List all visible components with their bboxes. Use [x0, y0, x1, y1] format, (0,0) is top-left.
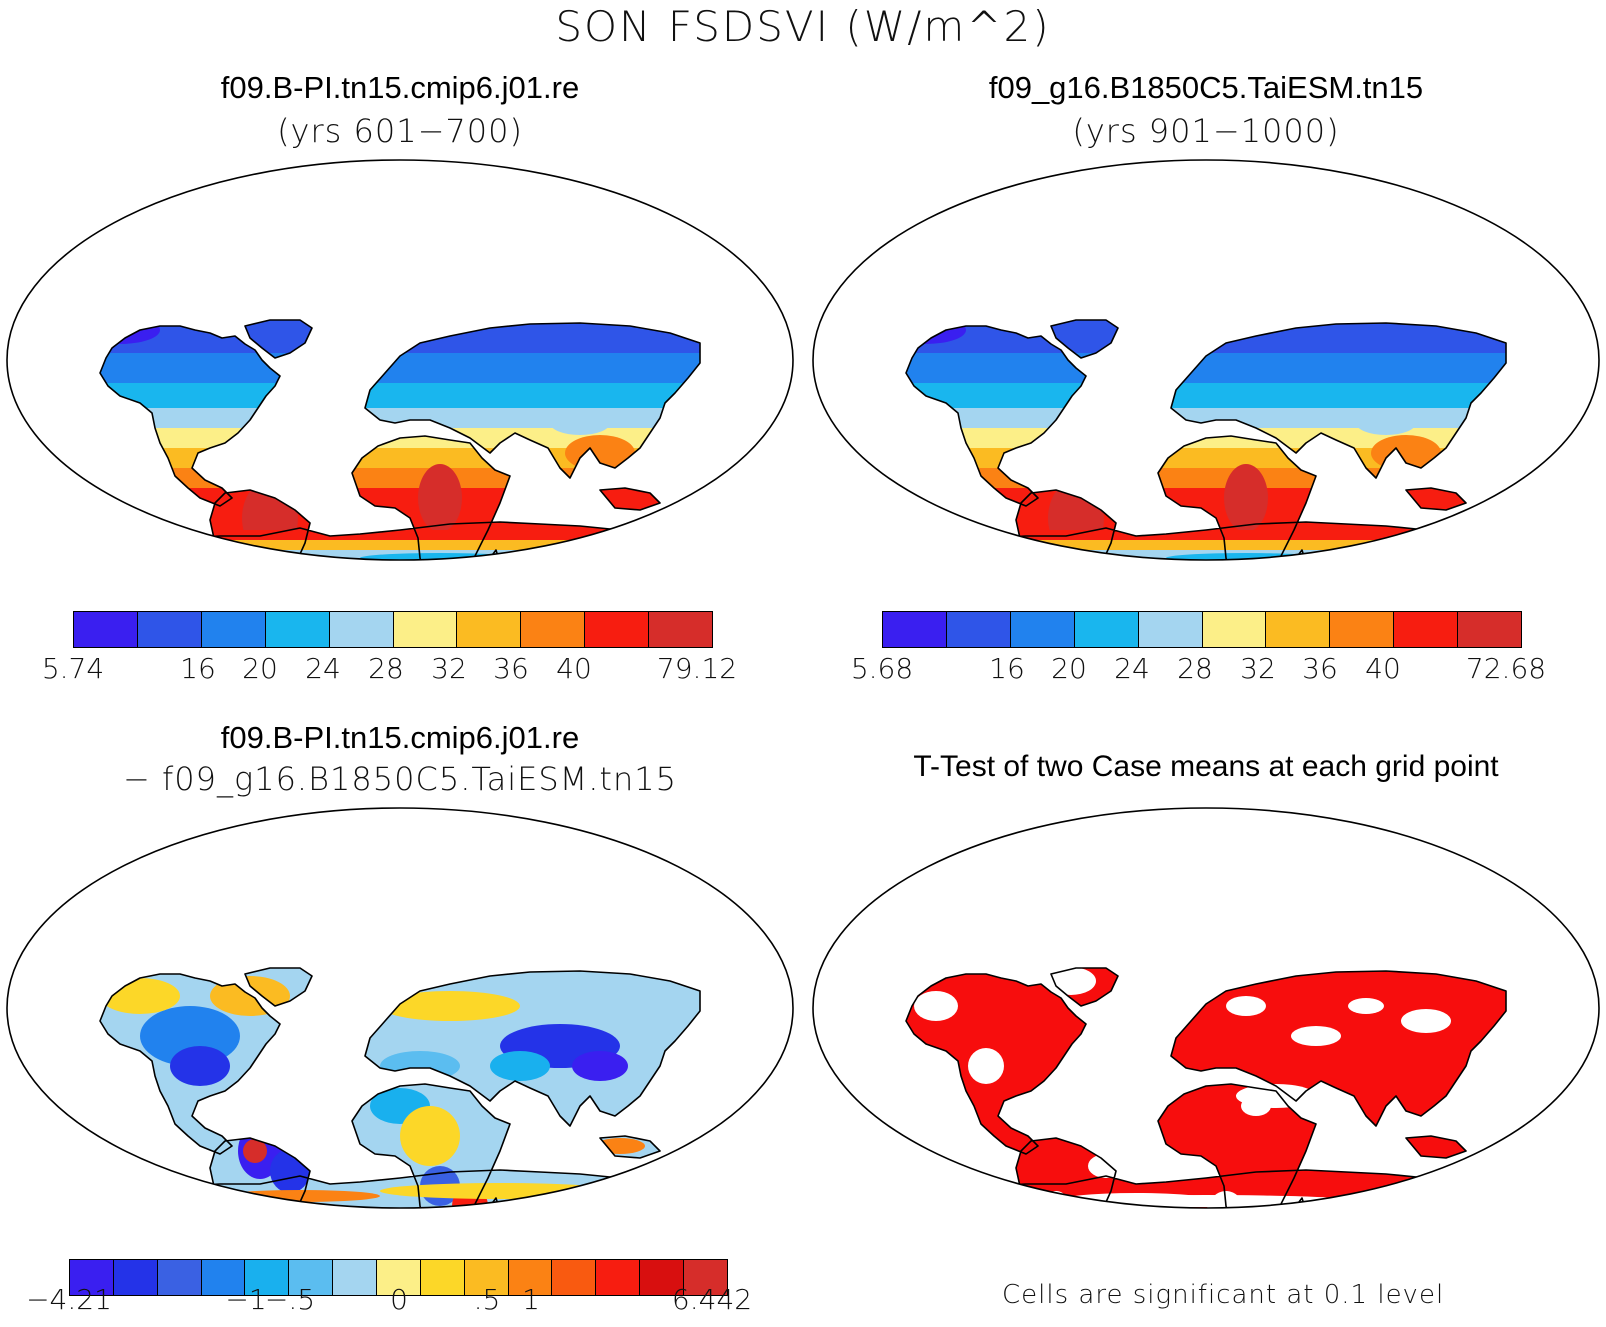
case2-colorbar — [882, 611, 1522, 648]
colorbar-tick-label: −1 — [225, 1283, 267, 1316]
colorbar-swatch — [464, 1260, 509, 1295]
colorbar-swatch — [157, 1260, 202, 1295]
colorbar-tick-label: 28 — [368, 652, 404, 685]
colorbar-tick-label: 16 — [180, 652, 216, 685]
colorbar-swatch — [1458, 612, 1522, 647]
ttest-title: T-Test of two Case means at each grid po… — [913, 750, 1499, 783]
figure-title: SON FSDSVI (W/m^2) — [555, 2, 1051, 51]
diff-colorbar — [69, 1259, 728, 1296]
colorbar-swatch — [508, 1260, 553, 1295]
colorbar-tick-label: 20 — [242, 652, 278, 685]
ttest-map — [806, 806, 1606, 1211]
colorbar-swatch — [377, 1260, 421, 1295]
colorbar-swatch — [420, 1260, 465, 1295]
colorbar-swatch — [289, 1260, 334, 1295]
colorbar-swatch — [113, 1260, 158, 1295]
case1-map — [0, 158, 800, 563]
colorbar-tick-label: 0 — [390, 1283, 408, 1316]
case2-colorbar-labels: 5.68 16 20 24 28 32 36 40 72.68 — [0, 652, 1606, 692]
colorbar-swatch — [649, 612, 713, 647]
colorbar-swatch — [1394, 612, 1459, 647]
colorbar-swatch — [333, 1260, 378, 1295]
case2-years: (yrs 901−1000) — [1072, 112, 1340, 150]
colorbar-swatch — [201, 612, 266, 647]
colorbar-swatch — [521, 612, 586, 647]
colorbar-tick-label: 40 — [556, 652, 592, 685]
colorbar-tick-label: −.5 — [264, 1283, 316, 1316]
colorbar-tick-label: 16 — [989, 652, 1025, 685]
colorbar-tick-label: 5.68 — [850, 652, 914, 685]
colorbar-swatch — [457, 612, 522, 647]
colorbar-tick-label: 32 — [1240, 652, 1276, 685]
colorbar-swatch — [946, 612, 1011, 647]
colorbar-swatch — [552, 1260, 597, 1295]
colorbar-swatch — [1202, 612, 1267, 647]
colorbar-tick-label: 24 — [305, 652, 341, 685]
colorbar-tick-label: 36 — [493, 652, 529, 685]
colorbar-tick-label: 72.68 — [1465, 652, 1547, 685]
colorbar-tick-label: 28 — [1177, 652, 1213, 685]
diff-colorbar-labels: −4.21 −1 −.5 0 .5 1 6.442 — [0, 1283, 800, 1323]
colorbar-swatch — [393, 612, 458, 647]
colorbar-tick-label: 40 — [1365, 652, 1401, 685]
colorbar-swatch — [1074, 612, 1139, 647]
colorbar-swatch — [245, 1260, 290, 1295]
case2-title: f09_g16.B1850C5.TaiESM.tn15 — [988, 70, 1424, 105]
colorbar-swatch — [1330, 612, 1395, 647]
colorbar-tick-label: 24 — [1114, 652, 1150, 685]
colorbar-swatch — [137, 612, 202, 647]
colorbar-tick-label: 6.442 — [671, 1283, 753, 1316]
case1-years: (yrs 601−700) — [277, 112, 523, 150]
case2-map — [806, 158, 1606, 563]
colorbar-swatch — [70, 1260, 114, 1295]
colorbar-tick-label: .5 — [473, 1283, 501, 1316]
colorbar-swatch — [1138, 612, 1203, 647]
colorbar-tick-label: 36 — [1302, 652, 1338, 685]
colorbar-tick-label: 32 — [431, 652, 467, 685]
colorbar-swatch — [1010, 612, 1075, 647]
colorbar-tick-label: 1 — [522, 1283, 540, 1316]
colorbar-swatch — [596, 1260, 641, 1295]
significance-note: Cells are significant at 0.1 level — [1002, 1280, 1445, 1310]
colorbar-swatch — [640, 1260, 685, 1295]
colorbar-swatch — [883, 612, 947, 647]
diff-title: f09.B-PI.tn15.cmip6.j01.re — [220, 720, 580, 755]
diff-subtitle: − f09_g16.B1850C5.TaiESM.tn15 — [123, 760, 677, 798]
colorbar-swatch — [265, 612, 330, 647]
colorbar-swatch — [1266, 612, 1331, 647]
colorbar-swatch — [684, 1260, 727, 1295]
colorbar-tick-label: 20 — [1051, 652, 1087, 685]
colorbar-swatch — [329, 612, 394, 647]
colorbar-swatch — [74, 612, 138, 647]
case1-colorbar-labels: 5.74 16 20 24 28 32 36 40 79.12 — [0, 652, 800, 692]
colorbar-swatch — [201, 1260, 246, 1295]
colorbar-tick-label: 5.74 — [41, 652, 105, 685]
colorbar-swatch — [585, 612, 650, 647]
colorbar-tick-label: 79.12 — [656, 652, 738, 685]
case1-colorbar — [73, 611, 713, 648]
case1-title: f09.B-PI.tn15.cmip6.j01.re — [220, 70, 580, 105]
colorbar-tick-label: −4.21 — [26, 1283, 112, 1316]
diff-map — [0, 806, 800, 1211]
